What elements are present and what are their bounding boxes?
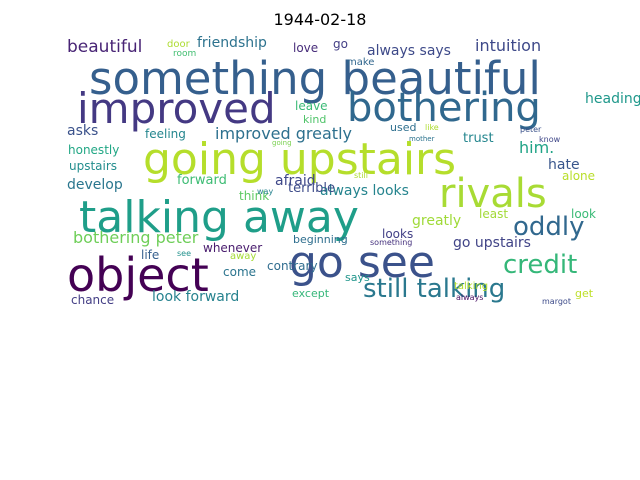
word-hate: hate: [548, 157, 580, 173]
word-except: except: [292, 287, 330, 300]
word-him: him.: [519, 138, 555, 157]
word-think: think: [239, 189, 270, 203]
word-always-looks: always looks: [320, 183, 409, 199]
word-cloud: something beautiful improved bothering g…: [67, 35, 640, 308]
word-kind: kind: [303, 113, 327, 126]
word-credit: credit: [503, 250, 578, 280]
word-room: room: [173, 49, 197, 59]
word-something-beautiful: something beautiful: [89, 52, 541, 105]
word-going-upstairs: going upstairs: [143, 134, 457, 185]
word-talking-away: talking away: [79, 192, 359, 243]
word-still: still: [354, 171, 368, 180]
word-oddly: oddly: [513, 212, 585, 242]
word-rivals: rivals: [439, 171, 547, 217]
word-life: life: [141, 248, 160, 262]
word-intuition: intuition: [475, 36, 542, 55]
word-love: love: [293, 41, 319, 55]
word-afraid: afraid: [275, 173, 316, 189]
word-get: get: [575, 287, 594, 300]
word-feeling: feeling: [145, 127, 186, 141]
word-always-says: always says: [367, 43, 451, 59]
word-still-talking: still talking: [363, 274, 506, 304]
word-alone: alone: [562, 169, 596, 183]
word-least: least: [479, 207, 509, 221]
word-looks: looks: [382, 227, 414, 241]
word-see: see: [177, 249, 192, 258]
word-develop: develop: [67, 177, 123, 193]
word-bothering-peter: bothering peter: [73, 228, 199, 247]
word-leave: leave: [295, 99, 328, 113]
word-talking: talking: [454, 281, 489, 292]
word-trust: trust: [463, 131, 494, 146]
word-go-upstairs: go upstairs: [453, 235, 531, 251]
word-whenever: whenever: [203, 241, 263, 255]
word-something: something: [370, 238, 413, 247]
word-bothering: bothering: [347, 85, 541, 131]
word-terrible: terrible: [288, 181, 336, 196]
word-look-forward: look forward: [152, 289, 240, 305]
word-like: like: [425, 123, 439, 132]
word-way: way: [257, 187, 274, 196]
word-object: object: [67, 248, 209, 302]
word-away: away: [230, 251, 257, 262]
word-make: make: [347, 57, 375, 68]
word-door: door: [167, 39, 190, 50]
word-come: come: [223, 265, 257, 279]
word-mother: mother: [409, 135, 435, 143]
word-beginning: beginning: [293, 233, 348, 246]
word-peter: peter: [520, 125, 542, 134]
word-going: going: [272, 139, 292, 147]
word-heading: heading: [585, 91, 640, 107]
word-contrary: contrary: [267, 259, 318, 273]
word-always: always: [456, 293, 484, 302]
word-go: go: [333, 37, 348, 51]
word-chance: chance: [71, 293, 115, 307]
word-honestly: honestly: [68, 143, 120, 157]
word-go-see: go see: [289, 237, 435, 288]
word-improved-greatly: improved greatly: [215, 124, 352, 143]
word-know: know: [539, 135, 561, 144]
word-forward: forward: [177, 173, 227, 188]
word-used: used: [390, 121, 417, 134]
word-improved: improved: [77, 84, 276, 133]
word-margot: margot: [542, 297, 571, 306]
word-says: says: [345, 271, 370, 284]
chart-title: 1944-02-18: [273, 10, 367, 29]
word-look: look: [571, 207, 596, 221]
word-upstairs: upstairs: [69, 159, 118, 173]
word-asks: asks: [67, 123, 99, 139]
word-greatly: greatly: [412, 213, 462, 229]
word-beautiful: beautiful: [67, 37, 143, 57]
word-friendship: friendship: [197, 35, 267, 51]
